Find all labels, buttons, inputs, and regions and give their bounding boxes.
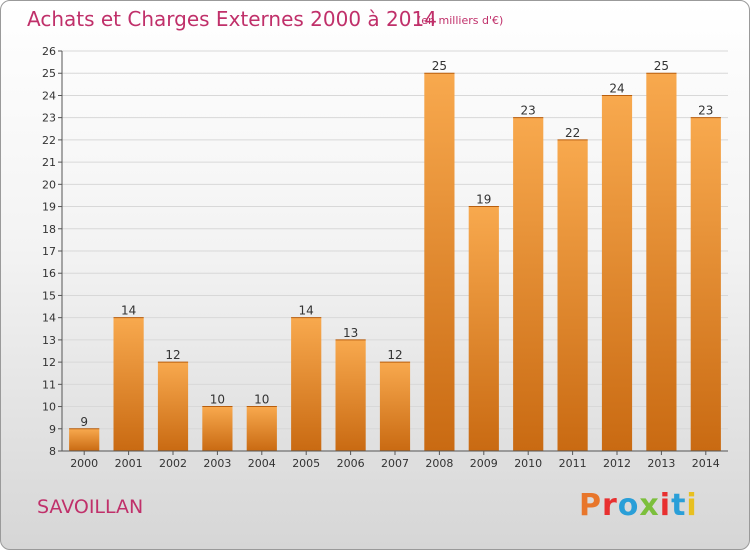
value-label-2000: 9 — [80, 415, 88, 429]
y-tick-label: 16 — [42, 267, 56, 280]
x-tick-label-2006: 2006 — [337, 457, 365, 470]
bar-2006 — [335, 339, 366, 451]
y-tick-label: 26 — [42, 45, 56, 58]
x-tick-label-2005: 2005 — [292, 457, 320, 470]
bar-2014 — [690, 117, 721, 452]
value-label-2006: 13 — [343, 326, 358, 340]
x-tick-label-2014: 2014 — [692, 457, 720, 470]
y-tick-label: 9 — [49, 423, 56, 436]
y-tick-label: 10 — [42, 401, 56, 414]
value-label-2002: 12 — [165, 348, 180, 362]
y-tick-label: 21 — [42, 156, 56, 169]
y-tick-label: 20 — [42, 178, 56, 191]
brand-letter: r — [602, 488, 618, 523]
y-tick-label: 22 — [42, 134, 56, 147]
bar-2003 — [202, 406, 233, 451]
brand-letter: t — [671, 488, 687, 523]
y-tick-label: 8 — [49, 445, 56, 458]
brand-letter: i — [686, 488, 698, 523]
bar-2005 — [291, 317, 322, 451]
commune-name: SAVOILLAN — [37, 496, 144, 518]
brand-letter: i — [659, 488, 672, 523]
y-tick-label: 14 — [42, 312, 56, 325]
x-tick-label-2013: 2013 — [647, 457, 675, 470]
brand-letter: x — [639, 488, 660, 523]
x-tick-label-2001: 2001 — [115, 457, 143, 470]
value-label-2011: 22 — [565, 126, 580, 140]
y-tick-label: 15 — [42, 289, 56, 302]
brand-letter: o — [617, 488, 640, 523]
x-tick-label-2010: 2010 — [514, 457, 542, 470]
value-label-2007: 12 — [387, 348, 402, 362]
x-tick-label-2012: 2012 — [603, 457, 631, 470]
y-tick-label: 17 — [42, 245, 56, 258]
y-tick-label: 24 — [42, 89, 56, 102]
bar-2001 — [113, 317, 144, 451]
bar-2008 — [424, 73, 455, 451]
brand-letter: P — [579, 488, 602, 523]
value-label-2005: 14 — [299, 304, 314, 318]
bar-2007 — [379, 362, 411, 451]
value-label-2010: 23 — [521, 104, 536, 118]
bar-2012 — [601, 95, 633, 451]
value-label-2013: 25 — [654, 59, 669, 73]
proxiti-logo[interactable]: Proxiti — [579, 488, 698, 523]
x-tick-label-2002: 2002 — [159, 457, 187, 470]
y-tick-label: 23 — [42, 112, 56, 125]
y-tick-label: 13 — [42, 334, 56, 347]
x-tick-label-2003: 2003 — [203, 457, 231, 470]
bar-2013 — [646, 73, 677, 451]
value-label-2003: 10 — [210, 393, 225, 407]
y-tick-label: 11 — [42, 378, 56, 391]
value-label-2008: 25 — [432, 59, 447, 73]
value-label-2001: 14 — [121, 304, 136, 318]
y-tick-label: 19 — [42, 201, 56, 214]
x-tick-label-2000: 2000 — [70, 457, 98, 470]
value-label-2009: 19 — [476, 193, 491, 207]
y-tick-label: 18 — [42, 223, 56, 236]
x-tick-label-2011: 2011 — [559, 457, 587, 470]
bar-2009 — [468, 206, 499, 451]
value-label-2014: 23 — [698, 104, 713, 118]
y-tick-label: 12 — [42, 356, 56, 369]
value-label-2004: 10 — [254, 393, 269, 407]
x-tick-label-2009: 2009 — [470, 457, 498, 470]
x-tick-label-2008: 2008 — [425, 457, 453, 470]
bar-2011 — [557, 139, 588, 451]
bar-2004 — [246, 406, 277, 451]
bar-2010 — [513, 117, 544, 452]
x-tick-label-2007: 2007 — [381, 457, 409, 470]
value-label-2012: 24 — [609, 81, 624, 95]
chart-title: Achats et Charges Externes 2000 à 2014 — [27, 7, 437, 31]
chart-subtitle: (en milliers d'€) — [417, 14, 504, 27]
x-tick-label-2004: 2004 — [248, 457, 276, 470]
y-tick-label: 25 — [42, 67, 56, 80]
bar-2002 — [157, 362, 189, 451]
bar-2000 — [69, 428, 100, 451]
